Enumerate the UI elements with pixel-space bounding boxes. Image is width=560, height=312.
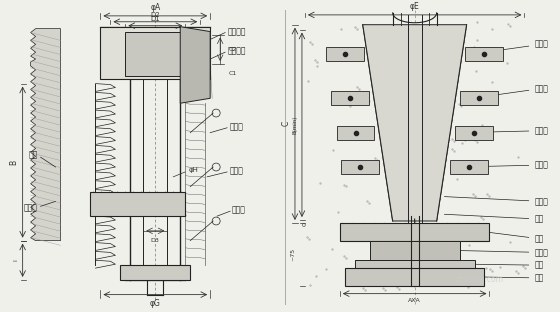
Bar bbox=[455, 126, 493, 139]
Text: 锚垫板: 锚垫板 bbox=[24, 204, 38, 213]
Text: ~75: ~75 bbox=[290, 248, 295, 261]
Bar bbox=[450, 160, 488, 174]
Text: 0: 0 bbox=[302, 223, 306, 228]
Polygon shape bbox=[180, 27, 210, 103]
Text: AXA: AXA bbox=[408, 298, 421, 303]
Bar bbox=[337, 126, 375, 139]
Text: I: I bbox=[13, 259, 18, 261]
Text: D3: D3 bbox=[151, 238, 160, 243]
Text: 工作夹片: 工作夹片 bbox=[227, 27, 246, 36]
Bar bbox=[465, 47, 503, 61]
Bar bbox=[370, 241, 460, 260]
Text: φE: φE bbox=[410, 2, 419, 11]
Text: 钢绞线: 钢绞线 bbox=[445, 197, 548, 206]
Bar bbox=[125, 32, 185, 76]
Text: 波纹管: 波纹管 bbox=[459, 161, 548, 169]
Polygon shape bbox=[363, 25, 466, 221]
Text: 钢绞线: 钢绞线 bbox=[232, 206, 246, 215]
Text: 螺母: 螺母 bbox=[29, 151, 38, 160]
Text: zhulong.com: zhulong.com bbox=[455, 275, 504, 285]
Text: 压板: 压板 bbox=[482, 273, 544, 282]
Polygon shape bbox=[31, 29, 60, 241]
Text: φA: φA bbox=[150, 3, 160, 12]
Bar bbox=[332, 91, 370, 105]
Text: φG: φG bbox=[150, 299, 161, 308]
Bar bbox=[91, 192, 185, 216]
Text: 波纹管: 波纹管 bbox=[229, 166, 243, 175]
Text: 螺母: 螺母 bbox=[445, 214, 544, 223]
Text: φH: φH bbox=[188, 167, 198, 173]
Text: C: C bbox=[282, 121, 291, 126]
Text: 约束圈: 约束圈 bbox=[474, 84, 548, 98]
Text: 承压头: 承压头 bbox=[458, 248, 548, 257]
Text: C2: C2 bbox=[228, 47, 236, 52]
Text: 锚板: 锚板 bbox=[487, 232, 544, 243]
Text: 螺旋筋: 螺旋筋 bbox=[229, 122, 243, 131]
Text: B: B bbox=[10, 159, 18, 165]
Bar bbox=[326, 47, 365, 61]
Bar bbox=[100, 27, 210, 79]
Text: 工作锚板: 工作锚板 bbox=[227, 47, 246, 56]
Text: B(min): B(min) bbox=[293, 116, 298, 134]
Text: 波纹管: 波纹管 bbox=[474, 40, 548, 54]
Bar bbox=[345, 268, 484, 286]
Bar bbox=[340, 223, 489, 241]
Bar bbox=[355, 260, 474, 268]
Bar bbox=[342, 160, 379, 174]
Text: D1: D1 bbox=[151, 16, 160, 22]
Text: D2: D2 bbox=[151, 12, 160, 18]
Bar bbox=[460, 91, 498, 105]
Text: 焊栓: 焊栓 bbox=[472, 261, 544, 270]
Text: 螺旋筋: 螺旋筋 bbox=[464, 126, 548, 135]
Text: C1: C1 bbox=[228, 71, 236, 76]
Bar bbox=[120, 265, 190, 280]
